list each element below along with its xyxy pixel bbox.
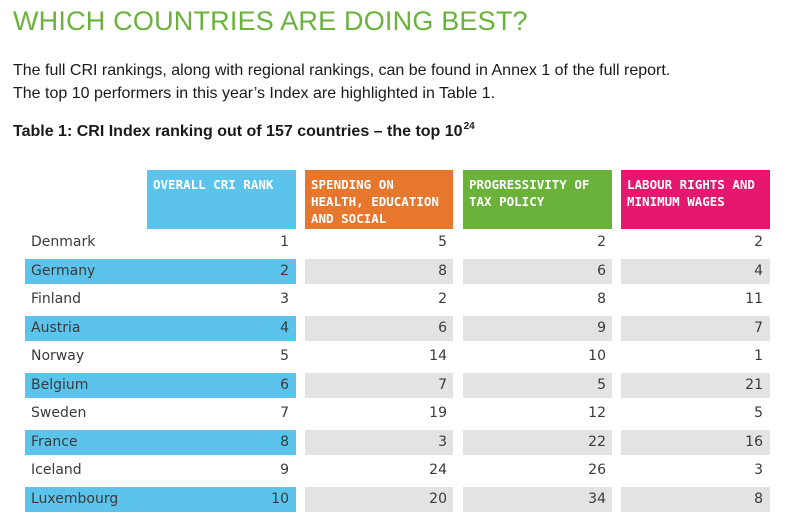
table-row: Norway 5 14 10 1 — [0, 344, 789, 369]
overall-rank-cell: 5 — [280, 348, 289, 364]
country-cell: Luxembourg — [25, 487, 147, 512]
tax-rank-cell: 26 — [588, 462, 606, 478]
overall-rank-cell: 3 — [280, 291, 289, 307]
spending-rank-cell: 14 — [429, 348, 447, 364]
labour-rank-cell: 1 — [754, 348, 763, 364]
tax-rank-cell: 8 — [597, 291, 606, 307]
labour-rank-cell: 5 — [754, 405, 763, 421]
tax-rank-cell: 6 — [463, 259, 612, 284]
header-tax-progressivity: PROGRESSIVITY OF TAX POLICY — [463, 170, 612, 229]
overall-rank-cell: 4 — [147, 316, 296, 341]
intro-line-1: The full CRI rankings, along with region… — [13, 62, 671, 79]
overall-rank-cell: 6 — [147, 373, 296, 398]
tax-rank-cell: 34 — [463, 487, 612, 512]
table-row: Luxembourg 10 20 34 8 — [0, 487, 789, 512]
table-row: Austria 4 6 9 7 — [0, 316, 789, 341]
country-cell: Belgium — [25, 373, 147, 398]
tax-rank-cell: 5 — [463, 373, 612, 398]
spending-rank-cell: 19 — [429, 405, 447, 421]
overall-rank-cell: 10 — [147, 487, 296, 512]
spending-rank-cell: 7 — [305, 373, 453, 398]
labour-rank-cell: 2 — [754, 234, 763, 250]
table-row: Sweden 7 19 12 5 — [0, 401, 789, 426]
table-row: Denmark 1 5 2 2 — [0, 230, 789, 255]
spending-rank-cell: 2 — [438, 291, 447, 307]
table-row: France 8 3 22 16 — [0, 430, 789, 455]
spending-rank-cell: 24 — [429, 462, 447, 478]
labour-rank-cell: 21 — [621, 373, 770, 398]
header-overall-rank: OVERALL CRI RANK — [147, 170, 296, 229]
page-headline: WHICH COUNTRIES ARE DOING BEST? — [13, 6, 528, 36]
table-row: Finland 3 2 8 11 — [0, 287, 789, 312]
overall-rank-cell: 8 — [147, 430, 296, 455]
spending-rank-cell: 3 — [305, 430, 453, 455]
intro-paragraph: The full CRI rankings, along with region… — [13, 59, 670, 105]
spending-rank-cell: 5 — [438, 234, 447, 250]
table-row: Belgium 6 7 5 21 — [0, 373, 789, 398]
intro-line-2: The top 10 performers in this year’s Ind… — [13, 85, 496, 102]
overall-rank-cell: 7 — [280, 405, 289, 421]
header-labour-rights: LABOUR RIGHTS AND MINIMUM WAGES — [621, 170, 770, 229]
overall-rank-cell: 9 — [280, 462, 289, 478]
country-cell: France — [25, 430, 147, 455]
labour-rank-cell: 3 — [754, 462, 763, 478]
table-caption-text: Table 1: CRI Index ranking out of 157 co… — [13, 123, 463, 140]
labour-rank-cell: 8 — [621, 487, 770, 512]
tax-rank-cell: 10 — [588, 348, 606, 364]
labour-rank-cell: 7 — [621, 316, 770, 341]
country-cell: Germany — [25, 259, 147, 284]
tax-rank-cell: 12 — [588, 405, 606, 421]
footnote-marker: 24 — [463, 121, 475, 132]
labour-rank-cell: 16 — [621, 430, 770, 455]
table-caption: Table 1: CRI Index ranking out of 157 co… — [13, 121, 475, 141]
table-row: Germany 2 8 6 4 — [0, 259, 789, 284]
header-spending: SPENDING ON HEALTH, EDUCATION AND SOCIAL… — [305, 170, 453, 243]
spending-rank-cell: 6 — [305, 316, 453, 341]
tax-rank-cell: 2 — [597, 234, 606, 250]
spending-rank-cell: 20 — [305, 487, 453, 512]
spending-rank-cell: 8 — [305, 259, 453, 284]
overall-rank-cell: 1 — [280, 234, 289, 250]
labour-rank-cell: 11 — [745, 291, 763, 307]
country-cell: Denmark — [31, 234, 96, 250]
tax-rank-cell: 22 — [463, 430, 612, 455]
country-cell: Finland — [31, 291, 82, 307]
labour-rank-cell: 4 — [621, 259, 770, 284]
tax-rank-cell: 9 — [463, 316, 612, 341]
country-cell: Sweden — [31, 405, 87, 421]
country-cell: Iceland — [31, 462, 82, 478]
country-cell: Norway — [31, 348, 85, 364]
table-row: Iceland 9 24 26 3 — [0, 458, 789, 483]
overall-rank-cell: 2 — [147, 259, 296, 284]
country-cell: Austria — [25, 316, 147, 341]
